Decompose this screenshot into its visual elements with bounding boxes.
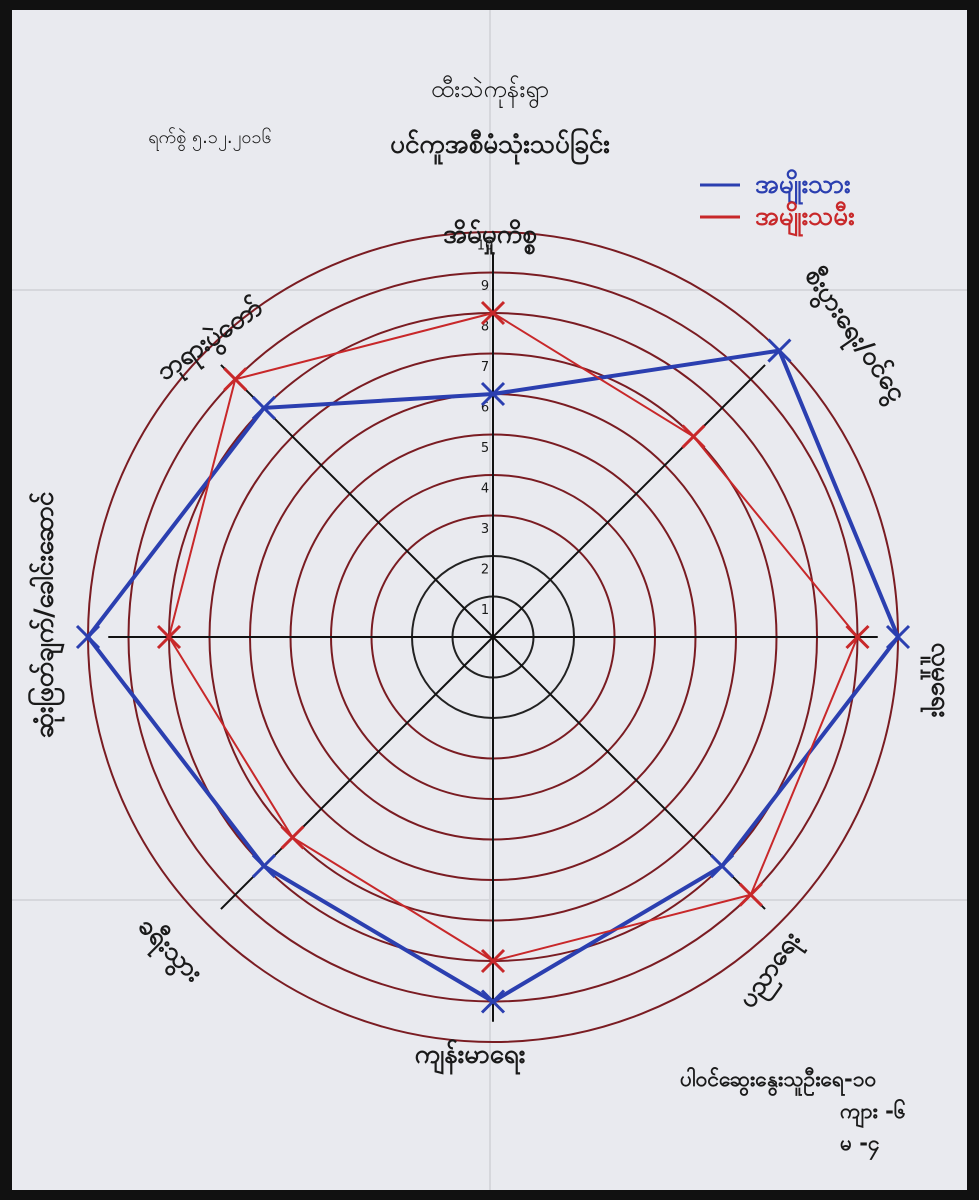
point-marker xyxy=(280,825,305,850)
r-tick-label: 8 xyxy=(481,320,489,335)
r-tick-label: 6 xyxy=(481,401,489,416)
r-tick-label: 5 xyxy=(481,441,489,456)
legend-label: အမျိုးသမီး xyxy=(755,201,855,238)
r-tick-label: 2 xyxy=(481,563,489,578)
point-marker xyxy=(480,300,506,326)
axis-label: ကျန်းမာရေး xyxy=(415,1039,526,1076)
axis-label: အိမ်မှုကိစ္စ xyxy=(443,219,537,256)
r-tick-label: 10 xyxy=(477,239,494,254)
r-tick-label: 4 xyxy=(481,482,489,497)
axis-label: ဆုံးဖြတ်ချက်/ခေါင်းဆောင် xyxy=(27,492,66,739)
point-marker xyxy=(480,948,506,974)
point-marker xyxy=(75,624,101,650)
axis-line xyxy=(492,364,766,638)
point-marker xyxy=(251,395,276,420)
r-tick-label: 3 xyxy=(481,522,489,537)
point-marker xyxy=(480,989,506,1014)
point-marker xyxy=(767,338,792,363)
point-marker xyxy=(480,381,506,407)
point-marker xyxy=(251,854,276,879)
notes: အမျိုးသားအမျိုးသမီးပါဝင်ဆွေးနွေးသူဦးရေ-၁… xyxy=(680,169,906,1162)
r-tick-label: 1 xyxy=(481,603,489,618)
point-marker xyxy=(845,624,870,650)
point-marker xyxy=(885,624,911,650)
point-marker xyxy=(156,624,182,650)
point-marker xyxy=(681,424,706,449)
r-tick-label: 7 xyxy=(481,360,489,375)
chart-date: ရက်စွဲ ၅.၁၂.၂၀၁၆ xyxy=(148,127,272,151)
point-marker xyxy=(710,854,735,879)
annotation: ကျား -၆ xyxy=(840,1097,906,1128)
point-marker xyxy=(738,882,763,907)
point-marker xyxy=(223,367,248,392)
legend-label: အမျိုးသား xyxy=(755,169,851,206)
plot xyxy=(75,300,911,1014)
chart-subtitle: ပင်ကူအစီမံသုံးသပ်ခြင်း xyxy=(390,127,610,166)
r-tick-label: 9 xyxy=(481,279,489,294)
